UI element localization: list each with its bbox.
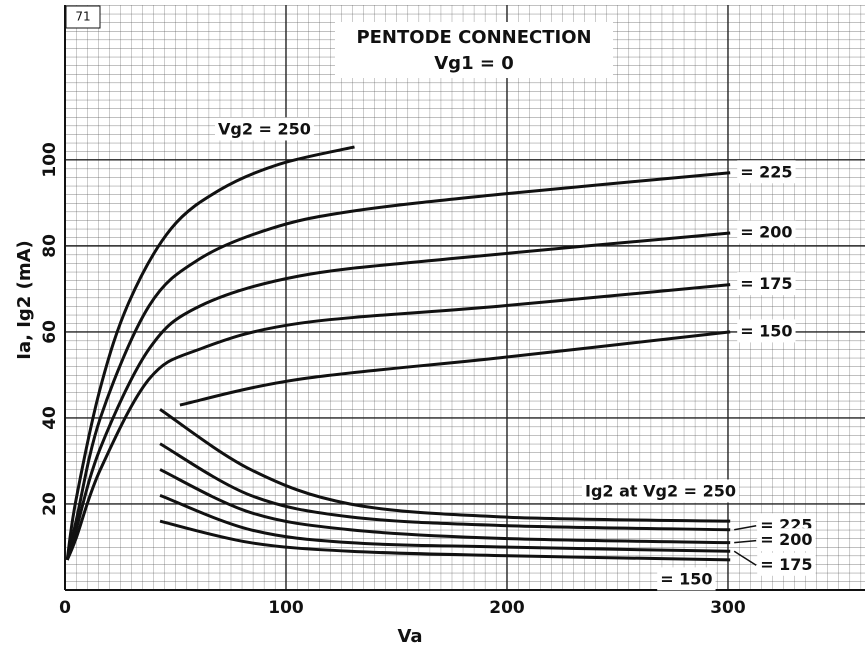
series-label: Vg2 = 250 <box>218 120 311 139</box>
label-box <box>737 160 796 184</box>
curve <box>159 519 731 562</box>
y-axis-label: Ia, Ig2 (mA) <box>14 240 35 359</box>
label-box <box>737 220 796 244</box>
label-box <box>657 567 716 591</box>
curve <box>159 493 731 553</box>
x-tick-label: 100 <box>268 598 304 618</box>
curve <box>179 330 731 407</box>
title-box <box>335 22 613 78</box>
minor-grid <box>65 5 865 590</box>
x-tick-label: 0 <box>59 598 71 618</box>
y-tick-label: 80 <box>40 234 60 258</box>
curve <box>159 442 731 532</box>
curve <box>159 408 731 523</box>
series-label: = 150 <box>660 569 712 588</box>
series-label: = 225 <box>740 162 792 181</box>
label-box <box>737 272 796 296</box>
label-box <box>757 552 816 576</box>
label-box <box>582 479 740 503</box>
series-label: Ig2 at Vg2 = 250 <box>585 482 736 501</box>
curve <box>159 468 731 545</box>
x-tick-label: 300 <box>710 598 746 618</box>
curve <box>65 145 355 561</box>
label-arrow <box>734 525 757 531</box>
label-box <box>215 117 314 141</box>
curve <box>65 283 731 561</box>
label-arrow <box>734 539 757 544</box>
y-tick-label: 40 <box>40 406 60 430</box>
y-tick-label: 100 <box>40 142 60 178</box>
series-label: = 150 <box>740 321 792 340</box>
label-arrow <box>733 550 757 566</box>
x-tick-label: 200 <box>489 598 525 618</box>
series-label: = 200 <box>760 530 812 549</box>
y-tick-label: 20 <box>40 492 60 516</box>
series-label: = 175 <box>740 274 792 293</box>
label-box <box>757 528 816 552</box>
series-label: = 200 <box>740 222 792 241</box>
chart-title: PENTODE CONNECTION <box>356 27 591 48</box>
curve <box>65 171 731 561</box>
corner-label: 71 <box>75 10 90 24</box>
y-tick-label: 60 <box>40 320 60 344</box>
x-axis-label: Va <box>397 626 422 647</box>
corner-box <box>65 5 101 29</box>
label-box <box>737 319 796 343</box>
chart-subtitle: Vg1 = 0 <box>434 53 513 74</box>
curve <box>65 231 731 561</box>
series-label: = 175 <box>760 555 812 574</box>
